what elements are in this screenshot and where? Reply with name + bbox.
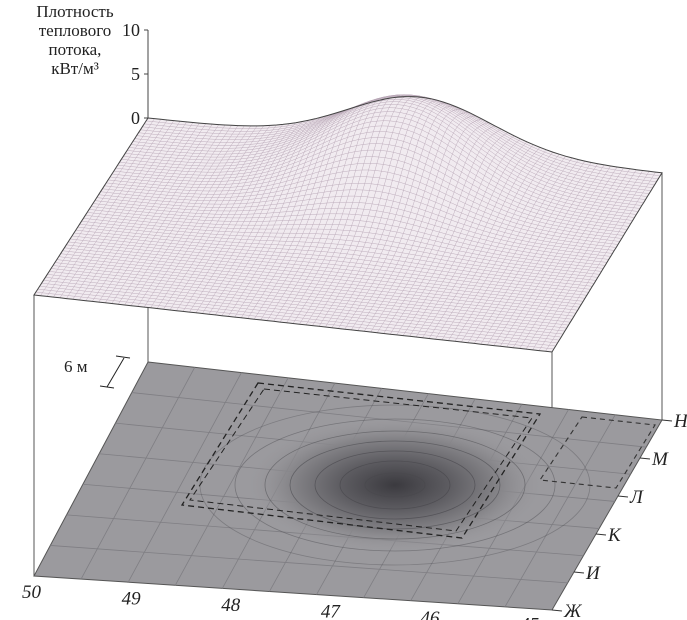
y-tick-label: Л (629, 487, 644, 508)
z-tick-label: 10 (122, 20, 140, 40)
y-tick-label: М (651, 449, 669, 470)
x-tick-label: 45 (520, 615, 539, 620)
outline-small (539, 416, 656, 489)
y-tick-label: И (585, 563, 601, 584)
x-tick-label: 46 (420, 608, 440, 620)
x-tick-label: 47 (321, 602, 342, 620)
y-tick-label: Ж (563, 601, 583, 620)
y-tick-mark (595, 533, 607, 536)
z-axis-title-line-4: кВт/м³ (51, 59, 99, 78)
surface-mesh (33, 94, 663, 353)
y-tick-label: К (607, 525, 622, 546)
z-tick-label: 5 (131, 64, 140, 84)
y-tick-mark (617, 495, 629, 498)
heat-spot (245, 417, 545, 553)
x-tick-label: 49 (122, 589, 142, 610)
scale-label: 6 м (64, 357, 88, 376)
z-axis-title-line-1: Плотность (36, 2, 114, 21)
z-axis-title-line-3: потока, (48, 40, 102, 59)
z-axis-title-line-2: теплового (38, 21, 112, 40)
z-axis-ticks: 0 5 10 (122, 20, 148, 128)
x-tick-label: 50 (22, 582, 42, 603)
y-tick-mark (661, 419, 673, 422)
y-tick-mark (551, 609, 563, 612)
y-tick-label: Н (673, 411, 687, 432)
z-tick-label: 0 (131, 108, 140, 128)
x-axis-ticks: 50 49 48 47 46 45 (22, 582, 539, 620)
y-tick-mark (573, 571, 585, 574)
outline-large-inner (189, 388, 533, 532)
outline-large (180, 382, 542, 539)
z-axis-title: Плотность теплового потока, кВт/м³ (6, 2, 144, 78)
x-tick-label: 48 (221, 595, 241, 616)
y-tick-mark (639, 457, 651, 460)
scale-marker (99, 355, 131, 389)
